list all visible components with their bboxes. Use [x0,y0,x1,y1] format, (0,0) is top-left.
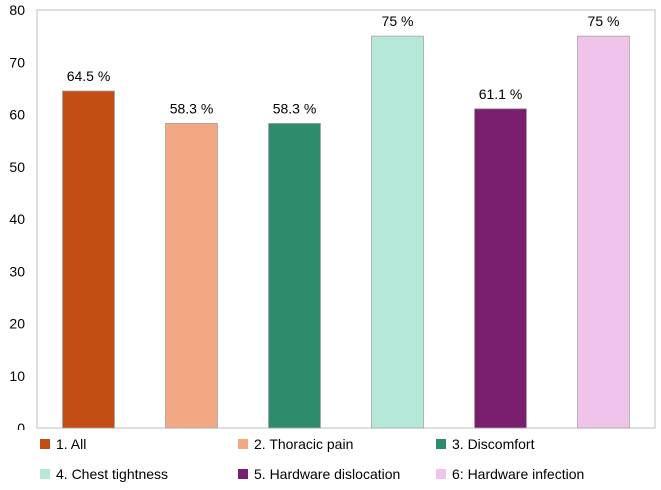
legend-item: 1. All [40,436,86,452]
legend-swatch [436,439,446,449]
y-tick-label: 10 [9,368,25,384]
data-label: 61.1 % [479,86,523,102]
data-label: 75 % [382,13,414,29]
data-label: 58.3 % [170,100,214,116]
bar [165,122,218,429]
legend-swatch [40,439,50,449]
legend-label: 2. Thoracic pain [254,436,354,452]
y-tick-label: 80 [9,2,25,18]
bar [474,108,527,429]
bar [371,35,424,429]
legend-swatch [436,469,446,479]
bar [62,90,115,429]
legend-item: 6: Hardware infection [436,466,584,482]
legend-swatch [238,469,248,479]
y-tick-label: 70 [9,54,25,70]
legend-swatch [40,469,50,479]
legend-label: 1. All [56,436,87,452]
data-label: 75 % [588,13,620,29]
y-tick-label: 0 [17,420,25,430]
y-tick-label: 40 [9,211,25,227]
legend-item: 4. Chest tightness [40,466,168,482]
chart-legend: 1. All 2. Thoracic pain 3. Discomfort 4. Ch… [40,436,640,486]
legend-item: 3. Discomfort [436,436,534,452]
bar-chart: 0 10 20 30 40 50 60 70 80 64.5 % 58.3 % 58.3 % 75 %… [9,2,656,430]
data-label: 58.3 % [273,100,317,116]
y-tick-label: 20 [9,316,25,332]
legend-label: 4. Chest tightness [56,466,169,482]
legend-label: 5. Hardware dislocation [254,466,401,482]
y-tick-label: 30 [9,263,25,279]
data-label: 64.5 % [67,68,111,84]
legend-label: 3. Discomfort [452,436,535,452]
legend-swatch [238,439,248,449]
legend-item: 2. Thoracic pain [238,436,353,452]
y-tick-label: 50 [9,159,25,175]
plot-area [36,9,656,429]
y-tick-label: 60 [9,107,25,123]
bar [577,35,630,429]
bar [268,122,321,429]
legend-label: 6: Hardware infection [452,466,585,482]
legend-item: 5. Hardware dislocation [238,466,400,482]
